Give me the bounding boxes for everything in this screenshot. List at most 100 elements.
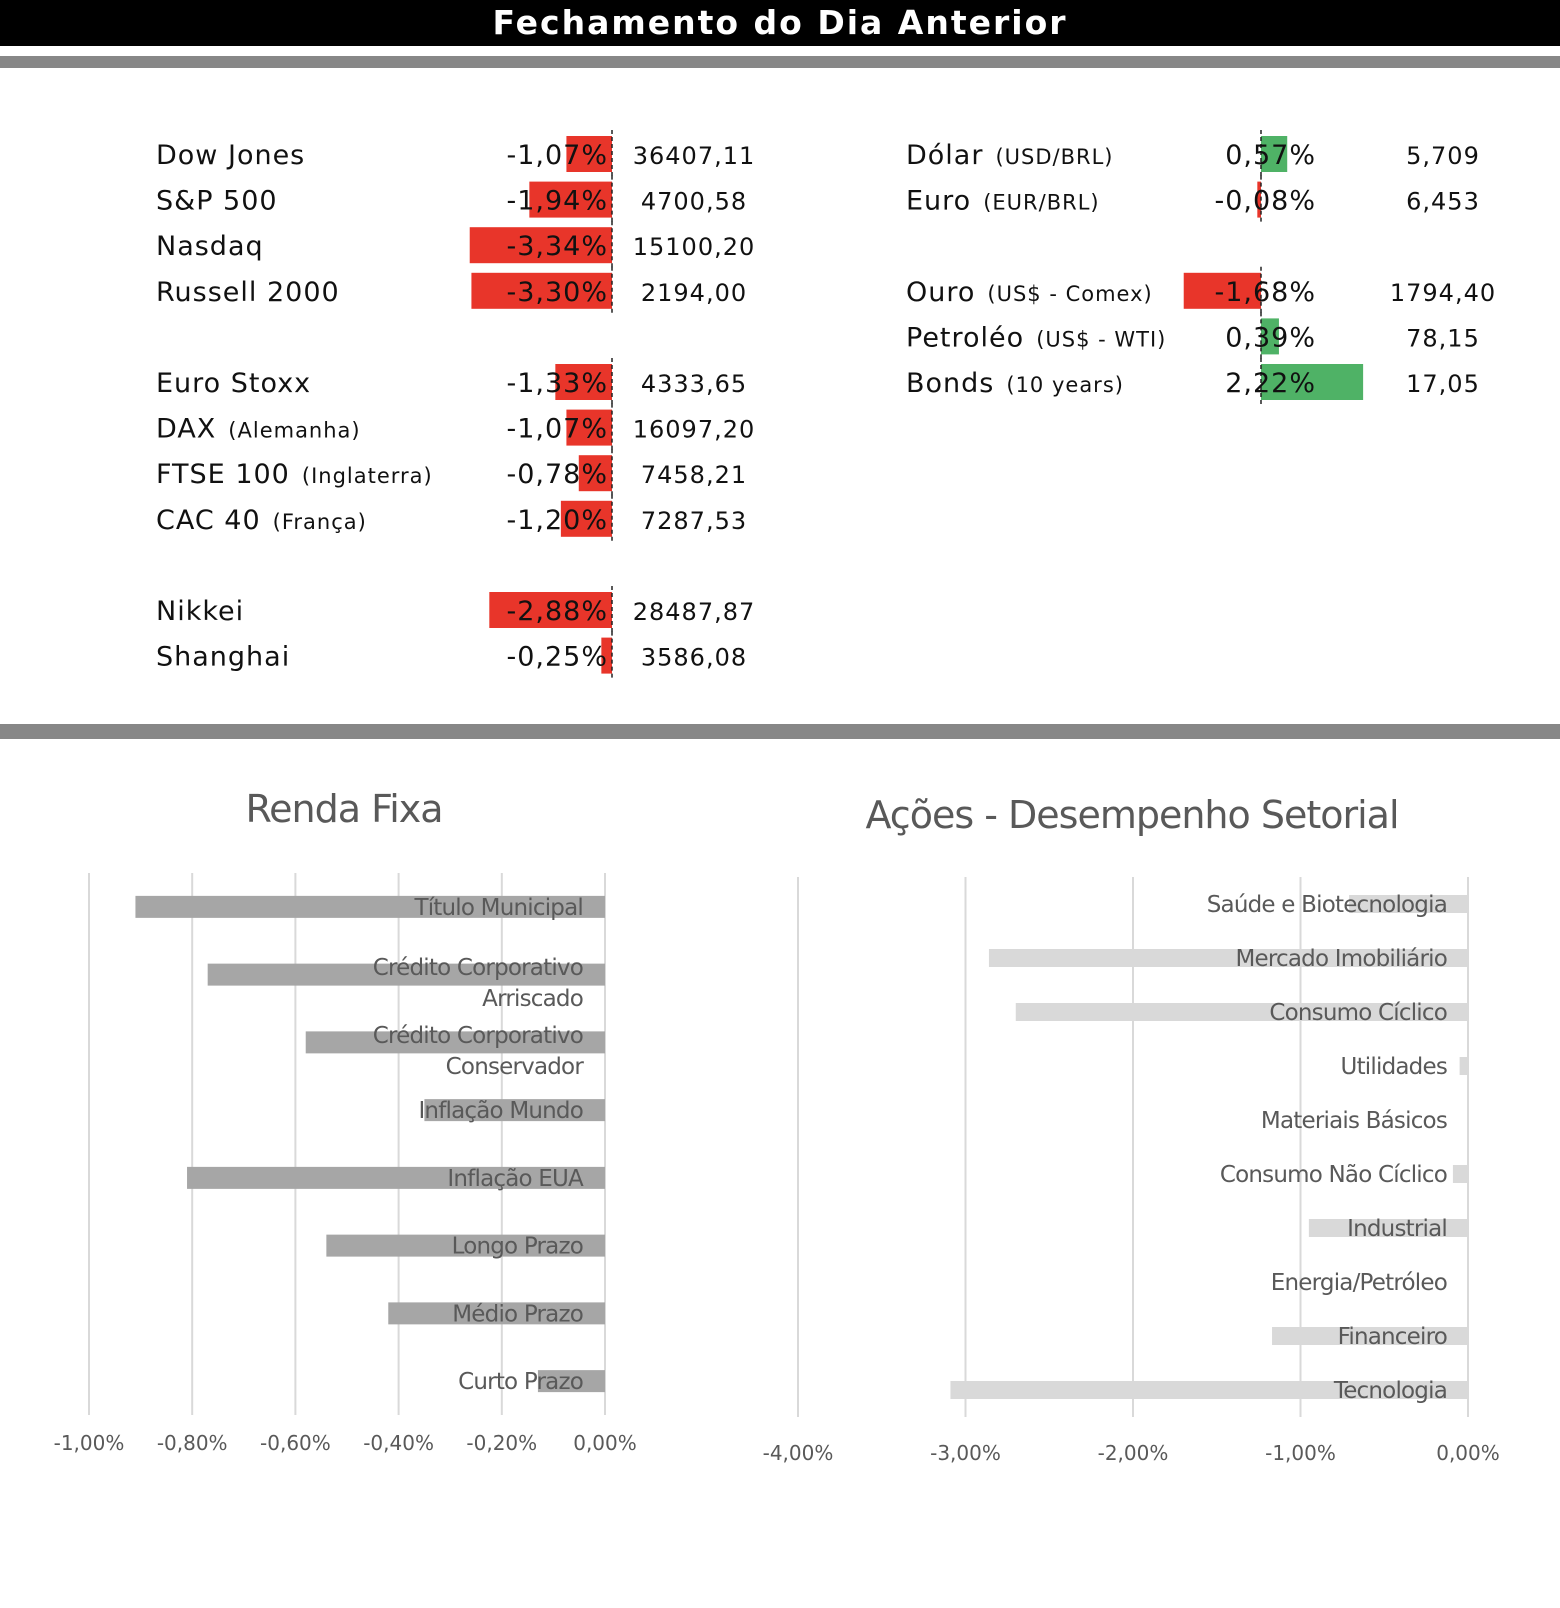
category-label: Utilidades [1341, 1054, 1447, 1080]
row-close: 2194,00 [641, 279, 747, 307]
bar [1452, 1165, 1468, 1183]
chart-title: Ações - Desempenho Setorial [865, 793, 1398, 837]
row-name: Petroléo (US$ - WTI) [906, 322, 1166, 353]
row-close: 3586,08 [641, 644, 747, 672]
row-name: Euro Stoxx [156, 368, 311, 399]
change-bar [566, 409, 612, 446]
category-label: Inflação EUA [447, 1166, 584, 1192]
bar [1459, 1057, 1468, 1075]
change-bar [489, 592, 612, 628]
category-label: Arriscado [482, 986, 583, 1012]
row-name: CAC 40 (França) [156, 505, 367, 536]
x-tick-label: 0,00% [573, 1431, 637, 1455]
row-name: Dólar (USD/BRL) [906, 140, 1114, 171]
category-label: Consumo Não Cíclico [1220, 1162, 1447, 1188]
x-tick-label: -1,00% [54, 1431, 125, 1455]
row-name: Ouro (US$ - Comex) [906, 277, 1153, 308]
category-label: Energia/Petróleo [1271, 1270, 1447, 1296]
row-name: Russell 2000 [156, 277, 340, 308]
category-label: Crédito Corporativo [373, 955, 583, 981]
bar [1272, 1327, 1468, 1345]
row-change: -2,88% [506, 596, 608, 627]
category-label: Inflação Mundo [418, 1098, 583, 1124]
row-name: Nikkei [156, 596, 244, 627]
change-bar [1261, 136, 1288, 172]
bar [1308, 1219, 1468, 1237]
bar [388, 1302, 605, 1325]
x-tick-label: -2,00% [1098, 1441, 1169, 1465]
chart-title: Renda Fixa [245, 787, 442, 831]
category-label: Longo Prazo [452, 1234, 583, 1260]
category-label: Crédito Corporativo [373, 1023, 583, 1049]
middle-separator [0, 724, 1560, 739]
row-close: 6,453 [1406, 188, 1480, 216]
row-change: -1,07% [506, 414, 608, 445]
top-separator [0, 56, 1560, 68]
bar [326, 1234, 605, 1257]
bar [1349, 895, 1468, 913]
bar [305, 1031, 605, 1054]
bar [950, 1381, 1468, 1399]
row-close: 1794,40 [1390, 279, 1496, 307]
row-change: -1,68% [1214, 277, 1316, 308]
change-bar [566, 136, 612, 172]
row-close: 28487,87 [633, 598, 756, 626]
category-label: Conservador [446, 1054, 585, 1080]
row-name: Dow Jones [156, 140, 305, 171]
x-tick-label: -0,80% [157, 1431, 228, 1455]
row-close: 5,709 [1406, 142, 1480, 170]
category-label: Materiais Básicos [1261, 1108, 1447, 1134]
change-bar [469, 227, 612, 264]
row-name: S&P 500 [156, 186, 278, 217]
row-change: -0,78% [506, 459, 608, 490]
change-bar [1261, 318, 1279, 355]
x-tick-label: -0,40% [363, 1431, 434, 1455]
bar [424, 1099, 605, 1122]
bar [207, 963, 605, 986]
category-label: Consumo Cíclico [1269, 1000, 1447, 1026]
row-change: -0,25% [506, 642, 608, 673]
row-name: Nasdaq [156, 231, 264, 262]
category-label: Título Municipal [413, 895, 583, 921]
row-close: 78,15 [1406, 324, 1480, 352]
change-bar [471, 272, 612, 309]
change-bar [1257, 181, 1261, 218]
change-bar [1261, 364, 1364, 400]
category-label: Industrial [1347, 1216, 1447, 1242]
x-tick-label: -0,20% [466, 1431, 537, 1455]
x-tick-label: -1,00% [1265, 1441, 1336, 1465]
row-close: 15100,20 [633, 233, 756, 261]
row-name: FTSE 100 (Inglaterra) [156, 459, 433, 490]
x-tick-label: 0,00% [1436, 1441, 1500, 1465]
bar [988, 949, 1468, 967]
category-label: Financeiro [1338, 1324, 1447, 1350]
change-bar [529, 181, 612, 218]
bar [135, 895, 605, 918]
row-change: -1,33% [506, 368, 608, 399]
row-close: 17,05 [1406, 370, 1480, 398]
row-change: -3,30% [506, 277, 608, 308]
row-close: 7287,53 [641, 507, 747, 535]
change-bar [601, 637, 612, 674]
change-bar [578, 455, 612, 492]
row-close: 7458,21 [641, 461, 747, 489]
row-change: -1,94% [506, 186, 608, 217]
change-bar [555, 364, 612, 400]
bar [1015, 1003, 1468, 1021]
category-label: Tecnologia [1333, 1378, 1447, 1404]
row-name: Bonds (10 years) [906, 368, 1124, 399]
category-label: Curto Prazo [458, 1369, 583, 1395]
x-tick-label: -3,00% [930, 1441, 1001, 1465]
change-bar [1183, 272, 1261, 309]
row-close: 4333,65 [641, 370, 747, 398]
row-change: 0,39% [1225, 322, 1316, 353]
category-label: Médio Prazo [452, 1301, 583, 1327]
row-change: -0,08% [1214, 186, 1316, 217]
row-name: Shanghai [156, 642, 290, 673]
row-close: 16097,20 [633, 416, 756, 444]
page-title: Fechamento do Dia Anterior [0, 0, 1560, 46]
